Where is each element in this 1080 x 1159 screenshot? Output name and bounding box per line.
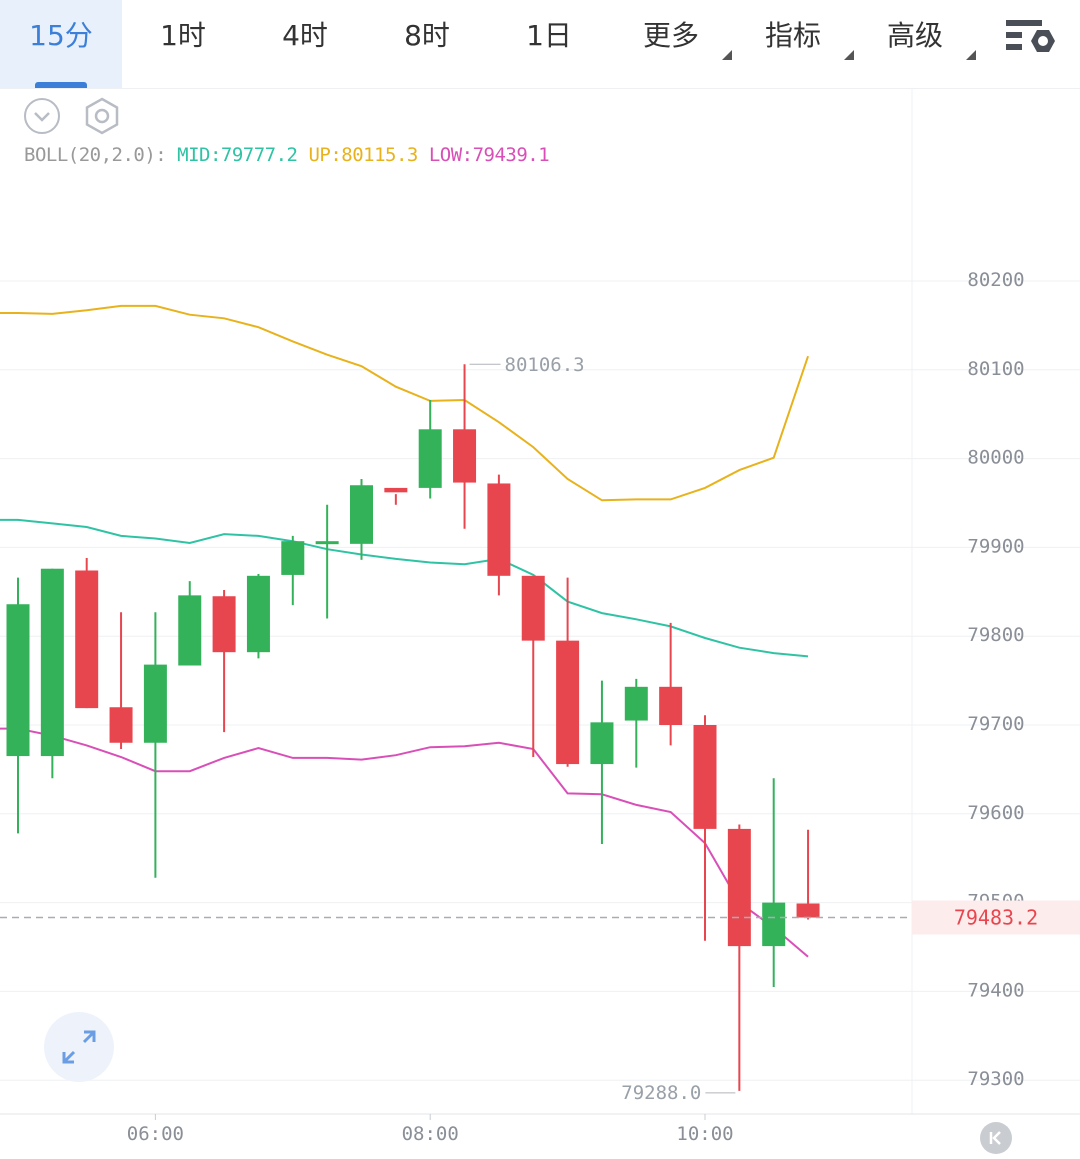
candle-body (315, 541, 339, 545)
candle-body (384, 487, 408, 493)
candle-body (487, 483, 511, 576)
dropdown-triangle-icon (844, 50, 854, 60)
tab-label: 更多 (642, 19, 699, 52)
timeframe-tab-bar: 15分 1时 4时 8时 1日 更多 指标 高级 (0, 0, 1080, 89)
y-tick-label: 79400 (967, 979, 1024, 1001)
high-label: 80106.3 (505, 354, 585, 376)
tab-label: 指标 (764, 19, 821, 52)
tab-label: 1日 (526, 19, 572, 52)
y-tick-label: 79900 (967, 535, 1024, 557)
tab-label: 1时 (160, 19, 206, 52)
last-price-label: 79483.2 (954, 906, 1038, 930)
candle-body (75, 570, 99, 709)
y-tick-label: 79300 (967, 1068, 1024, 1090)
low-label: 79288.0 (621, 1082, 701, 1104)
candle-body (727, 828, 751, 947)
tab-label: 15分 (29, 19, 93, 52)
tab-0[interactable]: 15分 (0, 0, 122, 88)
fullscreen-icon[interactable] (44, 1012, 114, 1082)
active-tab-indicator (35, 82, 87, 88)
candle-body (350, 485, 373, 544)
tab-7[interactable]: 高级 (854, 0, 976, 88)
x-tick-label: 06:00 (127, 1123, 184, 1145)
candle-body (40, 568, 64, 757)
candle-body (453, 429, 477, 483)
tab-label: 高级 (886, 19, 943, 52)
boll-up-value: UP:80115.3 (308, 144, 418, 166)
candlestick-chart[interactable]: 8020080100800007990079800797007960079500… (0, 88, 1080, 1158)
collapse-icon[interactable] (24, 98, 60, 134)
candle-body (556, 640, 580, 765)
boll-low-value: LOW:79439.1 (428, 144, 550, 166)
boll-low-line (0, 727, 809, 958)
tab-label: 4时 (282, 19, 328, 52)
y-tick-label: 80100 (967, 358, 1024, 380)
scroll-to-latest-icon[interactable] (980, 1122, 1012, 1154)
last-price-tag (912, 900, 1080, 935)
tab-6[interactable]: 指标 (732, 0, 854, 88)
x-tick-label: 08:00 (402, 1123, 459, 1145)
candle-body (109, 707, 133, 743)
dropdown-triangle-icon (722, 50, 732, 60)
candle-body (659, 686, 683, 725)
boll-mid-value: MID:79777.2 (177, 144, 298, 166)
boll-up-line (0, 304, 809, 502)
tab-2[interactable]: 4时 (244, 0, 366, 88)
candle-body (143, 664, 167, 743)
y-tick-label: 80200 (967, 269, 1024, 291)
candle-body (693, 725, 717, 829)
tab-3[interactable]: 8时 (366, 0, 488, 88)
candle-body (521, 575, 545, 641)
candle-body (212, 596, 236, 653)
chart-settings-icon[interactable] (1000, 14, 1060, 64)
x-tick-label: 10:00 (676, 1123, 733, 1145)
tab-1[interactable]: 1时 (122, 0, 244, 88)
candle-body (178, 595, 202, 666)
y-tick-label: 79700 (967, 713, 1024, 735)
boll-name: BOLL(20,2.0): (24, 144, 167, 166)
y-tick-label: 79800 (967, 624, 1024, 646)
candle-body (590, 722, 614, 765)
y-tick-label: 80000 (967, 447, 1024, 469)
y-tick-label: 79600 (967, 802, 1024, 824)
candle-body (418, 429, 442, 488)
tab-5[interactable]: 更多 (610, 0, 732, 88)
candle-body (624, 686, 648, 721)
candle-body (6, 604, 30, 757)
dropdown-triangle-icon (966, 50, 976, 60)
tab-4[interactable]: 1日 (488, 0, 610, 88)
candle-body (246, 575, 270, 653)
candle-body (796, 903, 820, 918)
tab-label: 8时 (404, 19, 450, 52)
boll-indicator-readout: BOLL(20,2.0): MID:79777.2 UP:80115.3 LOW… (24, 144, 550, 166)
candle-body (762, 902, 786, 947)
indicator-settings-icon[interactable] (82, 96, 122, 136)
candle-body (281, 541, 305, 575)
